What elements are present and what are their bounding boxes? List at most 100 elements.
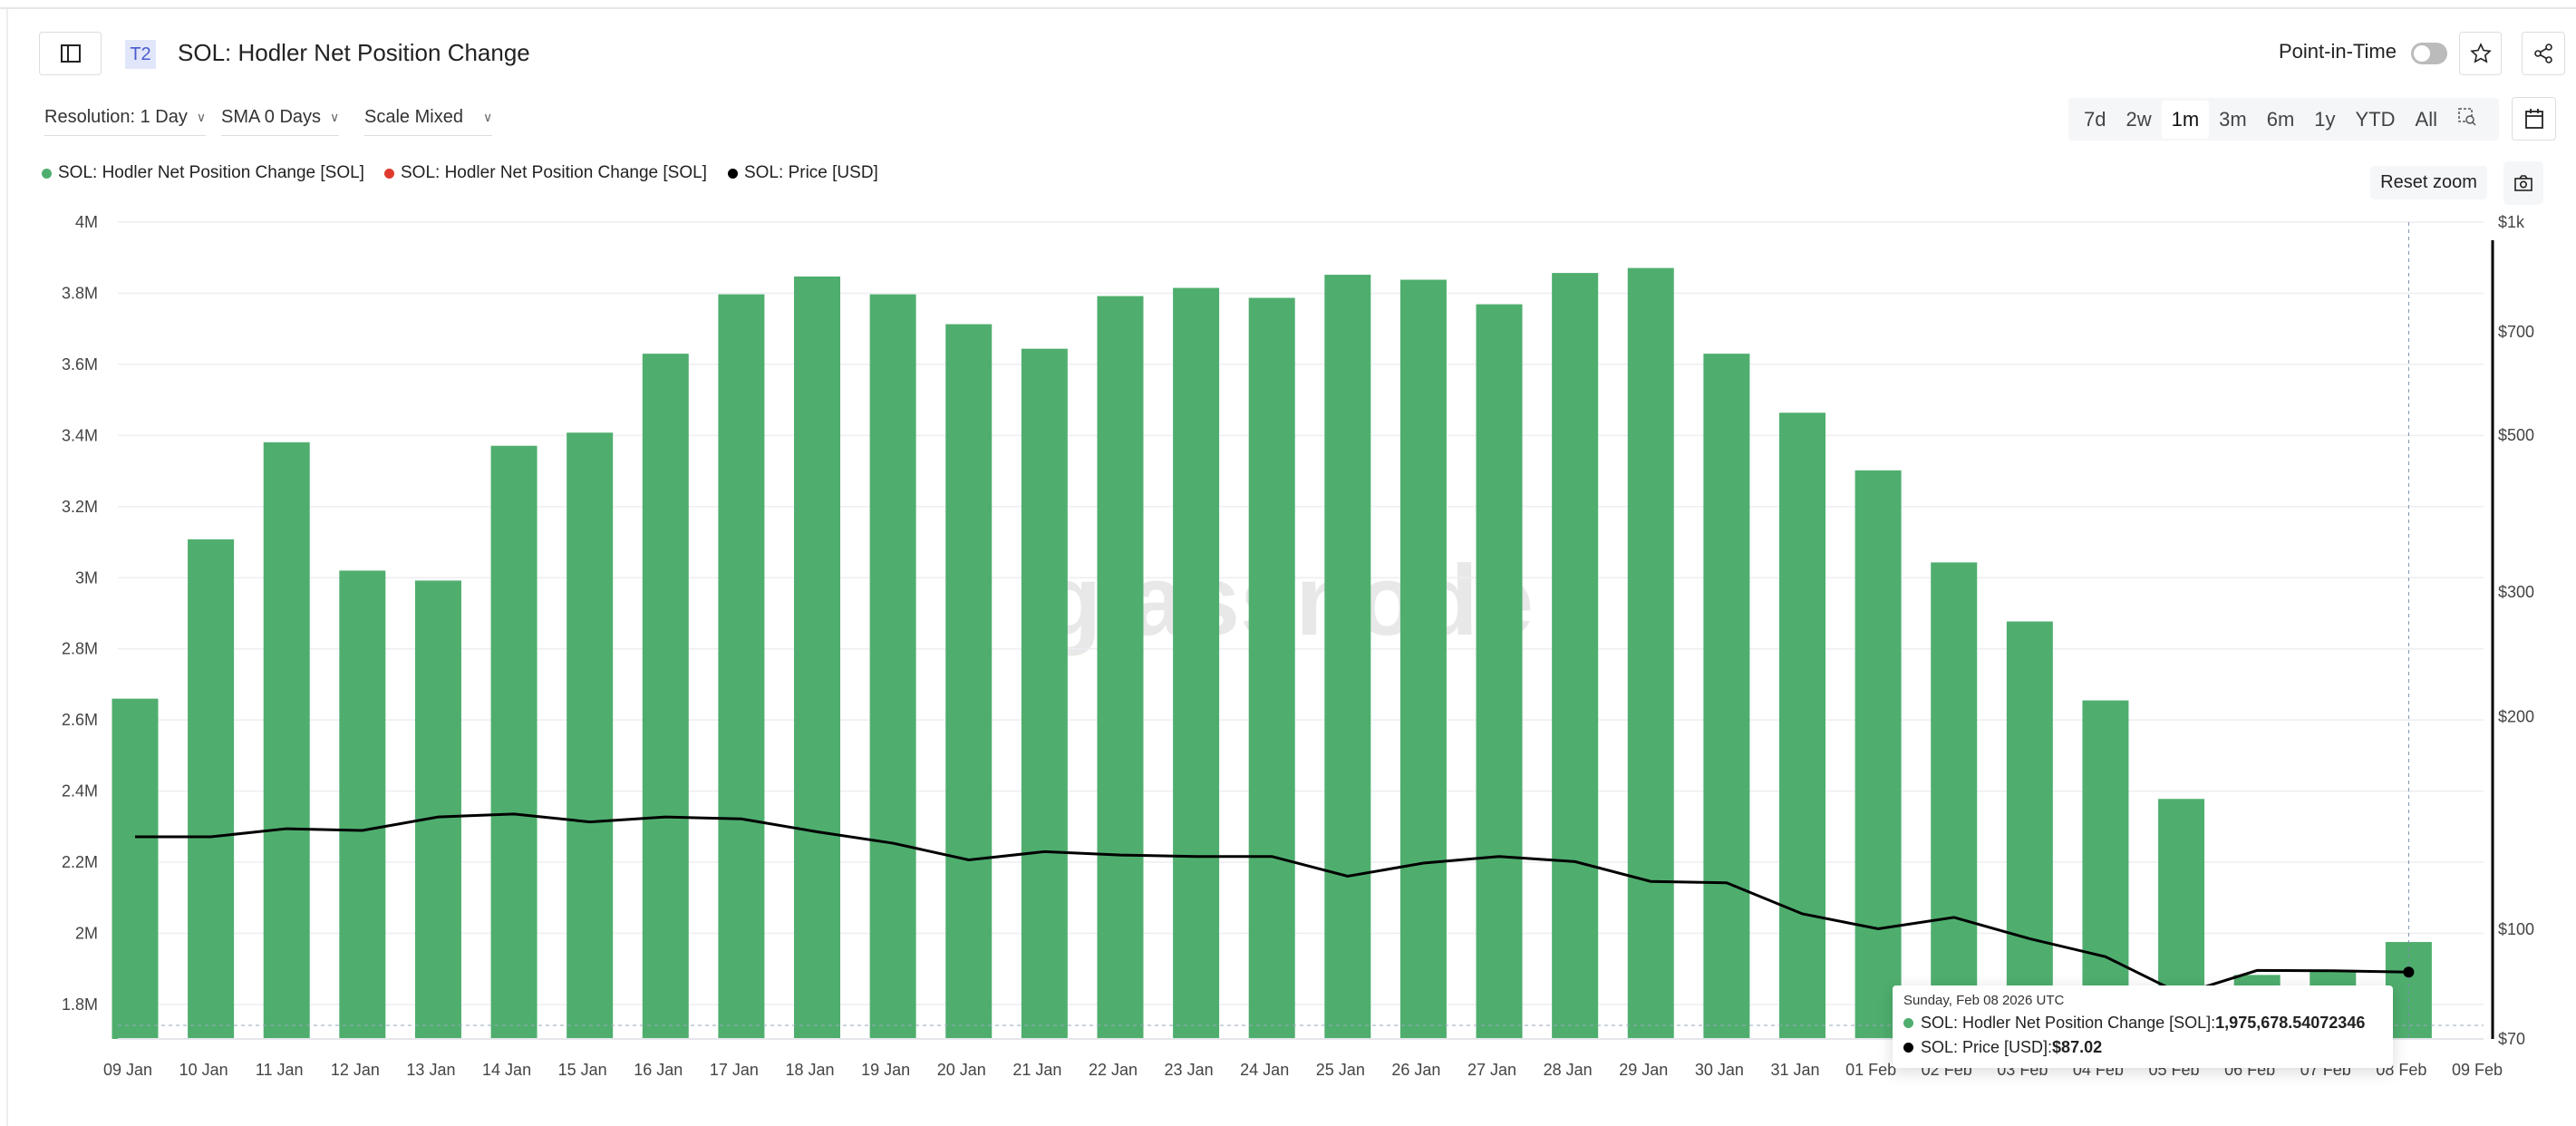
point-in-time-toggle[interactable]	[2411, 43, 2447, 64]
zoom-select-icon[interactable]	[2447, 100, 2487, 140]
legend-item-net-position-red[interactable]: SOL: Hodler Net Position Change [SOL]	[384, 163, 707, 183]
x-tick-label: 17 Jan	[710, 1061, 759, 1079]
x-tick-label: 14 Jan	[482, 1061, 531, 1079]
bar	[188, 539, 235, 1039]
x-tick-label: 11 Jan	[256, 1061, 304, 1079]
bar	[1248, 297, 1295, 1039]
scale-label: Scale Mixed	[364, 107, 463, 127]
range-3m[interactable]: 3m	[2219, 107, 2247, 131]
favorite-button[interactable]	[2459, 32, 2502, 75]
bar	[1021, 348, 1068, 1040]
bar	[718, 294, 765, 1039]
sma-label: SMA 0 Days	[221, 107, 322, 127]
time-range-selector: 7d 2w 1m 3m 6m 1y YTD All	[2068, 98, 2499, 141]
x-tick-label: 01 Feb	[1845, 1061, 1896, 1079]
x-tick-label: 13 Jan	[406, 1061, 455, 1079]
y-right-tick-label: $700	[2498, 323, 2534, 341]
y-right-tick-label: $200	[2498, 707, 2534, 725]
legend-dot	[728, 168, 738, 179]
screenshot-button[interactable]	[2503, 161, 2543, 205]
tier-badge: T2	[125, 40, 156, 69]
x-tick-label: 26 Jan	[1391, 1061, 1440, 1079]
x-tick-label: 15 Jan	[558, 1061, 607, 1079]
resolution-label: Resolution: 1 Day	[44, 107, 188, 127]
bar	[1399, 279, 1447, 1039]
y-left-tick-label: 3.6M	[62, 355, 98, 374]
range-1m[interactable]: 1m	[2161, 100, 2210, 139]
bar	[414, 580, 461, 1039]
x-tick-label: 18 Jan	[785, 1061, 834, 1079]
y-right-tick-label: $500	[2498, 426, 2534, 444]
left-divider	[6, 9, 8, 1126]
legend-label: SOL: Hodler Net Position Change [SOL]	[401, 163, 707, 182]
bar	[945, 324, 993, 1040]
bar	[1173, 287, 1220, 1039]
x-tick-label: 29 Jan	[1619, 1061, 1668, 1079]
bar	[1476, 304, 1523, 1039]
legend-dot	[42, 168, 52, 179]
range-all[interactable]: All	[2415, 107, 2437, 131]
bar	[111, 698, 159, 1039]
range-ytd[interactable]: YTD	[2355, 107, 2396, 131]
bar	[794, 277, 841, 1039]
resolution-dropdown[interactable]: Resolution: 1 Day ∨	[44, 107, 207, 136]
y-left-tick-label: 3.8M	[62, 284, 98, 302]
sma-dropdown[interactable]: SMA 0 Days ∨	[221, 107, 340, 136]
y-left-tick-label: 2.8M	[62, 640, 98, 658]
tooltip-series2-label: SOL: Price [USD]:	[1921, 1038, 2053, 1056]
x-tick-label: 09 Jan	[103, 1061, 152, 1079]
tooltip-series2-value: $87.02	[2052, 1038, 2103, 1056]
range-2w[interactable]: 2w	[2126, 107, 2152, 131]
bar	[1627, 267, 1674, 1039]
scale-dropdown[interactable]: Scale Mixed ∨	[364, 107, 493, 136]
sidebar-toggle-button[interactable]	[39, 32, 102, 75]
tooltip-dot	[1903, 1018, 1913, 1028]
y-left-tick-label: 1.8M	[62, 995, 98, 1014]
bar	[1097, 296, 1144, 1040]
x-tick-label: 12 Jan	[331, 1061, 380, 1079]
bar	[567, 432, 614, 1039]
legend-item-price[interactable]: SOL: Price [USD]	[728, 163, 878, 183]
chevron-down-icon: ∨	[482, 110, 493, 124]
y-left-tick-label: 2.2M	[62, 853, 98, 871]
bar	[263, 442, 310, 1039]
price-line	[135, 812, 2409, 996]
reset-zoom-button[interactable]: Reset zoom	[2370, 166, 2487, 199]
chevron-down-icon: ∨	[196, 110, 207, 124]
legend-item-net-position-green[interactable]: SOL: Hodler Net Position Change [SOL]	[42, 163, 364, 183]
bar	[869, 294, 916, 1039]
camera-icon	[2514, 175, 2532, 191]
bar	[490, 445, 537, 1040]
x-tick-label: 28 Jan	[1544, 1061, 1593, 1079]
y-left-tick-label: 2M	[75, 925, 98, 943]
legend-dot	[384, 168, 394, 179]
share-icon	[2534, 44, 2552, 63]
x-tick-label: 09 Feb	[2452, 1061, 2503, 1079]
page-title: SOL: Hodler Net Position Change	[178, 39, 530, 66]
x-tick-label: 27 Jan	[1467, 1061, 1516, 1079]
bar	[642, 354, 689, 1039]
y-left-tick-label: 3.4M	[62, 426, 98, 444]
y-left-tick-label: 3.2M	[62, 498, 98, 516]
point-in-time-label: Point-in-Time	[2279, 40, 2397, 63]
calendar-button[interactable]	[2512, 97, 2556, 141]
y-left-tick-label: 4M	[75, 213, 98, 231]
y-right-tick-label: $300	[2498, 583, 2534, 601]
tooltip-series1-label: SOL: Hodler Net Position Change [SOL]:	[1921, 1014, 2216, 1032]
x-tick-label: 22 Jan	[1089, 1061, 1138, 1079]
bar	[1703, 354, 1750, 1039]
range-6m[interactable]: 6m	[2266, 107, 2295, 131]
legend-label: SOL: Price [USD]	[744, 163, 878, 182]
y-left-tick-label: 3M	[75, 568, 98, 587]
range-1y[interactable]: 1y	[2314, 107, 2336, 131]
y-left-tick-label: 2.4M	[62, 782, 98, 801]
tooltip-dot	[1903, 1043, 1913, 1053]
top-divider	[0, 7, 2576, 9]
x-tick-label: 25 Jan	[1316, 1061, 1365, 1079]
y-right-tick-label: $1k	[2498, 213, 2525, 231]
chevron-down-icon: ∨	[330, 110, 340, 124]
share-button[interactable]	[2522, 32, 2565, 75]
bar	[1778, 413, 1825, 1039]
range-7d[interactable]: 7d	[2084, 107, 2106, 131]
sidebar-icon	[60, 44, 81, 63]
